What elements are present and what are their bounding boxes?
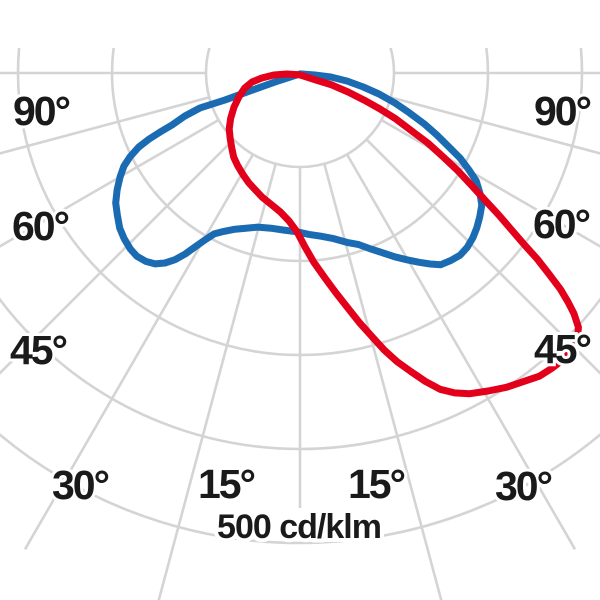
angle-label-right-60: 60°: [533, 201, 590, 247]
angle-label-right-45: 45°: [534, 326, 591, 372]
grid-radial: [390, 96, 600, 155]
angle-label-left-30: 30°: [52, 462, 109, 508]
grid-radial: [23, 153, 255, 550]
grid-radial: [0, 138, 235, 375]
angle-label-left-15: 15°: [198, 461, 255, 507]
angle-label-left-90: 90°: [13, 88, 70, 134]
intensity-curves: [112, 70, 582, 398]
grid-radial: [0, 96, 210, 155]
angle-label-right-15: 15°: [348, 461, 405, 507]
grid-radial: [157, 163, 277, 600]
grid-radial: [323, 163, 443, 600]
grid-radial: [0, 118, 220, 248]
angle-label-right-90: 90°: [534, 88, 591, 134]
grid-radial: [365, 138, 600, 375]
intensity-curve-red: [225, 70, 582, 398]
angle-label-left-60: 60°: [12, 203, 69, 249]
angle-label-left-45: 45°: [10, 327, 67, 373]
angle-label-right-30: 30°: [495, 463, 552, 509]
angle-labels: 90° 90° 60° 60° 45° 45° 30° 30° 15° 15° …: [7, 85, 596, 550]
grid-ring: [0, 432, 600, 545]
grid-radial: [345, 153, 577, 550]
unit-label: 500 cd/klm: [217, 508, 381, 546]
